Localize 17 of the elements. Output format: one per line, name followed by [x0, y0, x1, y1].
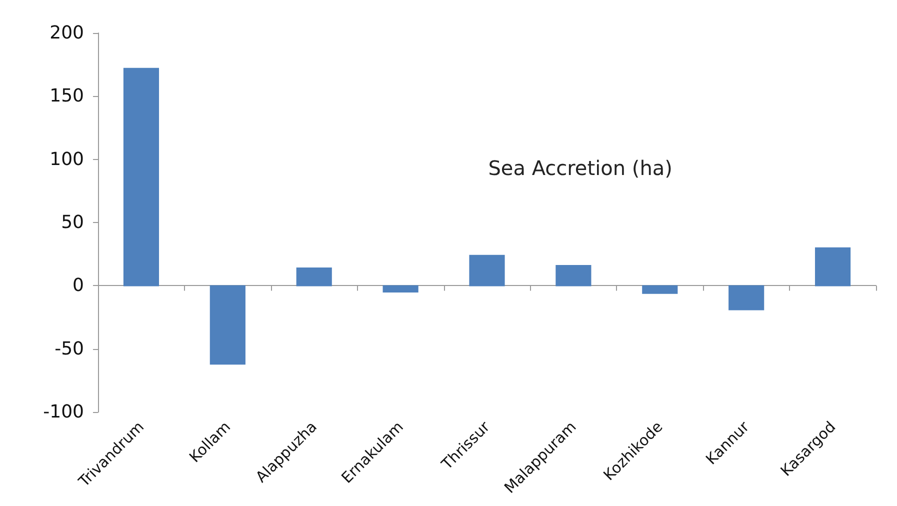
y-tick-label: -50	[54, 338, 84, 360]
y-tick-label: 100	[50, 148, 84, 170]
bar	[469, 254, 505, 286]
y-tick-label: 150	[50, 86, 84, 107]
bar	[814, 247, 851, 286]
bar	[123, 68, 160, 286]
y-tick-label: 50	[61, 212, 84, 234]
bar	[642, 285, 678, 294]
bar	[556, 265, 592, 286]
text: Sea Accretion (ha)	[488, 156, 672, 180]
y-tick-label: 200	[50, 22, 84, 44]
bar	[382, 285, 418, 293]
bar	[728, 285, 764, 310]
y-tick-label: -100	[43, 402, 84, 423]
y-tick-label: 0	[72, 275, 84, 296]
bar	[210, 285, 246, 365]
bar	[296, 268, 332, 286]
